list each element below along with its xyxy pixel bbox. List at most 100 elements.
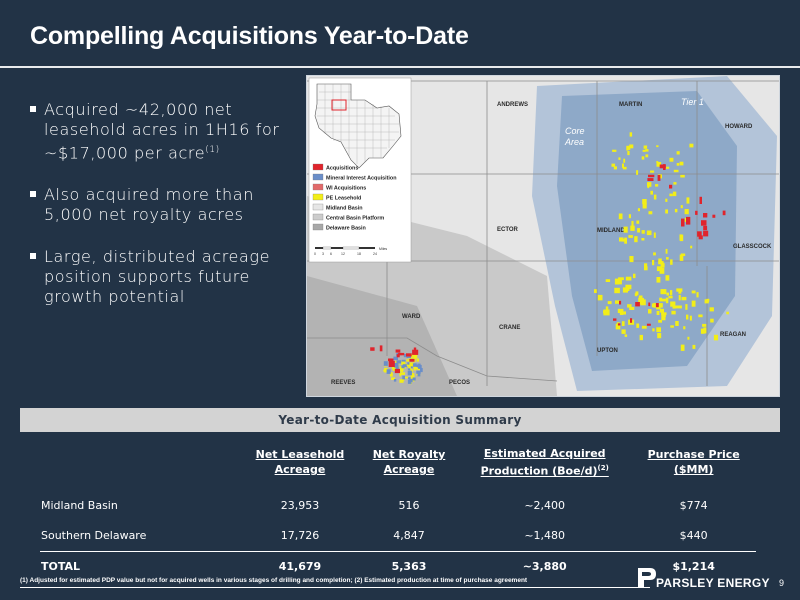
acreage-parcel (709, 307, 714, 312)
footnote: (1) Adjusted for estimated PDP value but… (20, 577, 528, 584)
acreage-parcel (713, 334, 719, 341)
acreage-parcel (686, 216, 691, 225)
footer-divider (20, 587, 650, 588)
acreage-parcel (409, 358, 415, 362)
acreage-parcel (614, 287, 620, 294)
acreage-parcel (710, 318, 714, 323)
bullet-item: Large, distributed acreage position supp… (30, 247, 300, 307)
acreage-parcel (666, 257, 669, 260)
acreage-parcel (686, 314, 689, 320)
acreage-parcel (726, 311, 729, 315)
acreage-parcel (408, 377, 411, 380)
acreage-parcel (646, 323, 651, 326)
acreage-parcel (636, 220, 640, 224)
acreage-parcel (653, 232, 656, 238)
map-svg: ANDREWS MARTIN HOWARD ECTOR MIDLAND GLAS… (307, 76, 779, 396)
acreage-parcel (689, 143, 694, 148)
acreage-parcel (413, 347, 417, 354)
legend-swatch (312, 173, 324, 181)
acreage-parcel (669, 184, 673, 189)
acreage-parcel (656, 310, 660, 315)
column-header: Purchase Price ($MM) (647, 448, 740, 477)
cell-royalty: 4,847 (393, 529, 425, 543)
acreage-parcels (370, 132, 729, 385)
acreage-parcel (635, 291, 639, 296)
acreage-parcel (417, 372, 421, 377)
acreage-parcel (407, 379, 412, 384)
acreage-parcel (665, 209, 668, 214)
scale-tick-label: 6 (330, 252, 332, 256)
county-label: MIDLAND (597, 228, 625, 234)
table-header-row: Net Leasehold Acreage Net Royalty Acreage … (40, 446, 756, 491)
acreage-parcel (618, 278, 622, 285)
acreage-parcel (630, 318, 633, 323)
county-labels: ANDREWS MARTIN HOWARD ECTOR MIDLAND GLAS… (331, 102, 772, 386)
acreage-parcel (401, 361, 406, 366)
acreage-parcel (648, 174, 655, 178)
acreage-parcel (672, 191, 677, 197)
acreage-parcel (408, 364, 412, 370)
acreage-parcel (679, 254, 684, 261)
acreage-parcel (661, 312, 667, 315)
acreage-parcel (379, 345, 383, 352)
acreage-parcel (703, 230, 709, 237)
acreage-parcel (631, 220, 634, 227)
acreage-parcel (646, 230, 652, 236)
acreage-parcel (670, 259, 673, 265)
acreage-parcel (395, 349, 401, 353)
cell-leasehold: 17,726 (280, 529, 320, 543)
acreage-parcel (641, 238, 645, 241)
acreage-parcel (395, 363, 399, 367)
acreage-parcel (678, 294, 681, 301)
row-name: TOTAL (40, 550, 240, 582)
acreage-parcel (410, 375, 413, 378)
scale-tick-label: 3 (322, 252, 324, 256)
scale-tick-label: 0 (314, 252, 316, 256)
acreage-parcel (660, 289, 667, 295)
acreage-parcel (627, 304, 632, 308)
acreage-parcel (630, 225, 635, 231)
acreage-parcel (412, 377, 416, 381)
acreage-parcel (388, 358, 394, 362)
acreage-parcel (691, 290, 696, 294)
page-number: 9 (779, 578, 785, 588)
acreage-parcel (623, 226, 628, 233)
acreage-parcel (695, 210, 698, 215)
acreage-parcel (622, 311, 626, 315)
cell-leasehold: 23,953 (280, 499, 320, 513)
legend-items: Acquisitions Mineral Interest Acquisition… (312, 163, 397, 232)
column-header: Estimated Acquired Production (Boe/d)(2) (480, 447, 609, 478)
acreage-parcel (391, 365, 397, 370)
acreage-parcel (619, 300, 622, 305)
legend-label: Midland Basin (326, 206, 363, 212)
bullet-text: Also acquired more than 5,000 net royalt… (44, 185, 254, 225)
cell-production: ~1,480 (524, 529, 566, 543)
acreage-parcel (658, 261, 664, 265)
scale-bar: 0 3 6 12 18 24 Miles (314, 246, 387, 256)
acreage-parcel (628, 235, 633, 238)
legend-label: Central Basin Platform (326, 216, 384, 222)
acreage-parcel (704, 299, 709, 304)
acreage-parcel (655, 303, 659, 308)
acreage-parcel (665, 275, 670, 281)
acreage-parcel (653, 194, 657, 200)
acquisition-summary-table: Net Leasehold Acreage Net Royalty Acreage … (40, 446, 756, 582)
company-logo (638, 568, 656, 588)
acreage-parcel (627, 145, 631, 150)
acreage-parcel (645, 149, 649, 152)
acreage-parcel (613, 318, 617, 321)
acreage-parcel (702, 323, 707, 327)
scale-tick-label: 18 (357, 252, 361, 256)
acreage-parcel (680, 174, 685, 178)
acreage-parcel (698, 235, 703, 240)
acreage-parcel (722, 210, 726, 216)
acreage-parcel (411, 375, 415, 379)
acreage-parcel (607, 301, 612, 305)
acreage-parcel (642, 149, 646, 152)
acreage-parcel (393, 379, 397, 382)
acreage-parcel (637, 228, 641, 233)
column-header: Net Leasehold Acreage (255, 448, 345, 477)
bullet-list: Acquired ~42,000 net leasehold acres in … (30, 100, 300, 329)
logo-mark-icon (638, 568, 656, 588)
summary-title-bar: Year-to-Date Acquisition Summary (20, 408, 780, 432)
